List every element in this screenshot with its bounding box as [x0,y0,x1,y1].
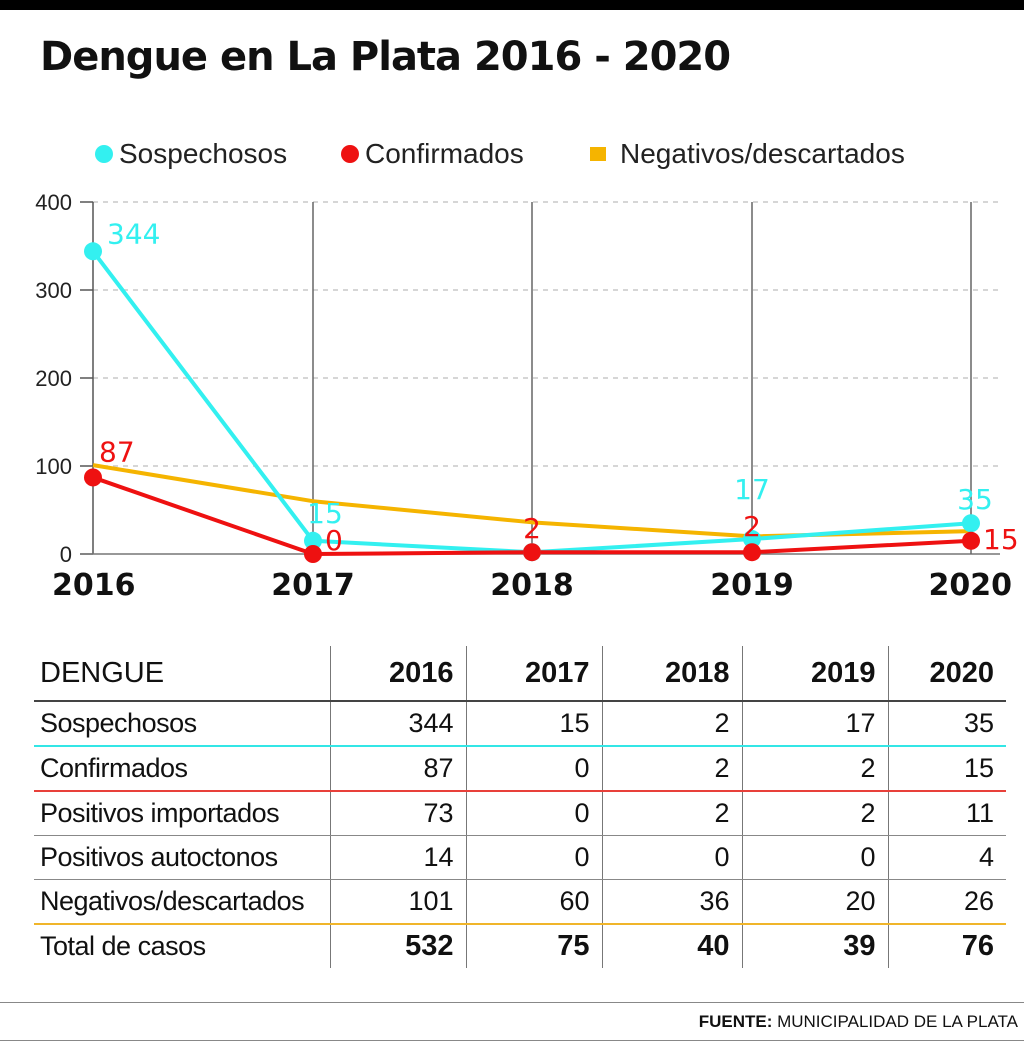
legend-item-confirmados: Confirmados [341,138,524,170]
legend-item-sospechosos: Sospechosos [95,138,287,170]
x-tick-label: 2020 [929,568,1013,603]
table-cell: 0 [465,746,602,792]
legend-item-negativos: Negativos/descartados [590,138,905,170]
data-point [84,468,102,487]
legend-marker-sospechosos [95,145,113,163]
data-point [84,242,102,261]
table-header-cell: DENGUE [34,646,330,702]
row-label: Total de casos [40,931,206,961]
table-cell: 26 [887,879,1006,925]
table-cell: 15 [465,701,602,747]
table-row-sospechosos: Sospechosos 344 15 2 17 35 [34,701,1006,747]
chart-title: Dengue en La Plata 2016 - 2020 [40,34,731,80]
y-tick-label: 0 [60,542,72,567]
table-row-autoctonos: Positivos autoctonos 14 0 0 0 4 [34,835,1006,880]
table-cell: 0 [601,835,742,880]
table-header-cell: 2018 [601,646,742,702]
data-label: 17 [734,473,770,506]
data-table-container: DENGUE 2016 2017 2018 2019 2020 Sospecho… [34,646,1006,968]
top-bar [0,0,1024,10]
data-label: 2 [523,512,541,545]
table-cell: 2 [601,791,742,836]
table-cell: 15 [887,746,1006,792]
table-cell: 14 [329,835,466,880]
table-header-row: DENGUE 2016 2017 2018 2019 2020 [34,646,1006,702]
row-label: Positivos importados [34,791,330,836]
data-label: 35 [957,483,993,516]
y-tick-label: 200 [35,366,72,391]
data-label: 344 [107,217,160,250]
row-label: Confirmados [34,746,330,792]
table-cell: 2 [741,791,888,836]
data-label: 87 [99,435,135,468]
legend-marker-confirmados [341,145,359,163]
table-cell: 40 [601,924,742,968]
y-tick-label: 400 [35,190,72,215]
table-cell: 532 [329,924,466,968]
table-cell: 4 [887,835,1006,880]
source-note: FUENTE: MUNICIPALIDAD DE LA PLATA [699,1012,1018,1032]
table-cell: 60 [465,879,602,925]
footer-bottom-line [0,1040,1024,1041]
data-label: 2 [743,510,761,543]
data-point [962,531,980,550]
table-row-negativos: Negativos/descartados 101 60 36 20 26 [34,879,1006,925]
table-row-confirmados: Confirmados 87 0 2 2 15 [34,746,1006,792]
data-point [523,543,541,562]
x-tick-label: 2017 [271,568,355,603]
source-prefix: FUENTE: [698,1012,773,1031]
data-point [743,543,761,562]
data-label: 15 [983,523,1019,556]
table-cell: 35 [887,701,1006,747]
row-label: Negativos/descartados [34,879,330,925]
table-header-cell: 2017 [465,646,602,702]
table-cell: 2 [741,746,888,792]
table-header-cell: 2016 [329,646,466,702]
table-row-importados: Positivos importados 73 0 2 2 11 [34,791,1006,836]
table-header-cell: 2020 [887,646,1006,702]
x-tick-label: 2016 [52,568,136,603]
table-header-cell: 2019 [741,646,888,702]
x-tick-label: 2018 [490,568,574,603]
table-cell: 17 [741,701,888,747]
table-row-total: Total de casos 532 75 40 39 76 [34,924,1006,968]
data-point [743,530,761,549]
table-cell: 36 [601,879,742,925]
source-text: MUNICIPALIDAD DE LA PLATA [777,1012,1018,1031]
row-label: Positivos autoctonos [34,835,330,880]
table-cell: 11 [887,791,1006,836]
legend: Sospechosos Confirmados Negativos/descar… [0,138,1024,178]
row-label: Sospechosos [34,701,330,747]
data-point [304,545,322,563]
table-cell: 87 [329,746,466,792]
legend-marker-negativos [590,147,606,161]
legend-label-sospechosos: Sospechosos [119,138,288,169]
data-label: 0 [325,524,343,557]
table-cell: 2 [601,701,742,747]
legend-label-negativos: Negativos/descartados [620,138,905,169]
line-chart: 0 100 200 300 400 2016 2017 2018 2019 2020 344 15 17… [35,190,1019,603]
data-table: DENGUE 2016 2017 2018 2019 2020 Sospecho… [34,646,1006,968]
footer-divider [0,1002,1024,1003]
y-tick-label: 300 [35,278,72,303]
table-cell: 0 [741,835,888,880]
x-tick-label: 2019 [710,568,794,603]
table-cell: 76 [887,924,1006,968]
y-tick-label: 100 [35,454,72,479]
table-cell: 344 [329,701,466,747]
legend-label-confirmados: Confirmados [365,138,524,169]
table-cell: 2 [601,746,742,792]
table-cell: 101 [329,879,466,925]
table-cell: 0 [465,791,602,836]
data-point [304,531,322,550]
table-cell: 20 [741,879,888,925]
data-label: 15 [307,497,343,530]
table-cell: 0 [465,835,602,880]
table-cell: 75 [465,924,602,968]
table-cell: 73 [329,791,466,836]
data-point [962,514,980,533]
table-cell: 39 [741,924,888,968]
